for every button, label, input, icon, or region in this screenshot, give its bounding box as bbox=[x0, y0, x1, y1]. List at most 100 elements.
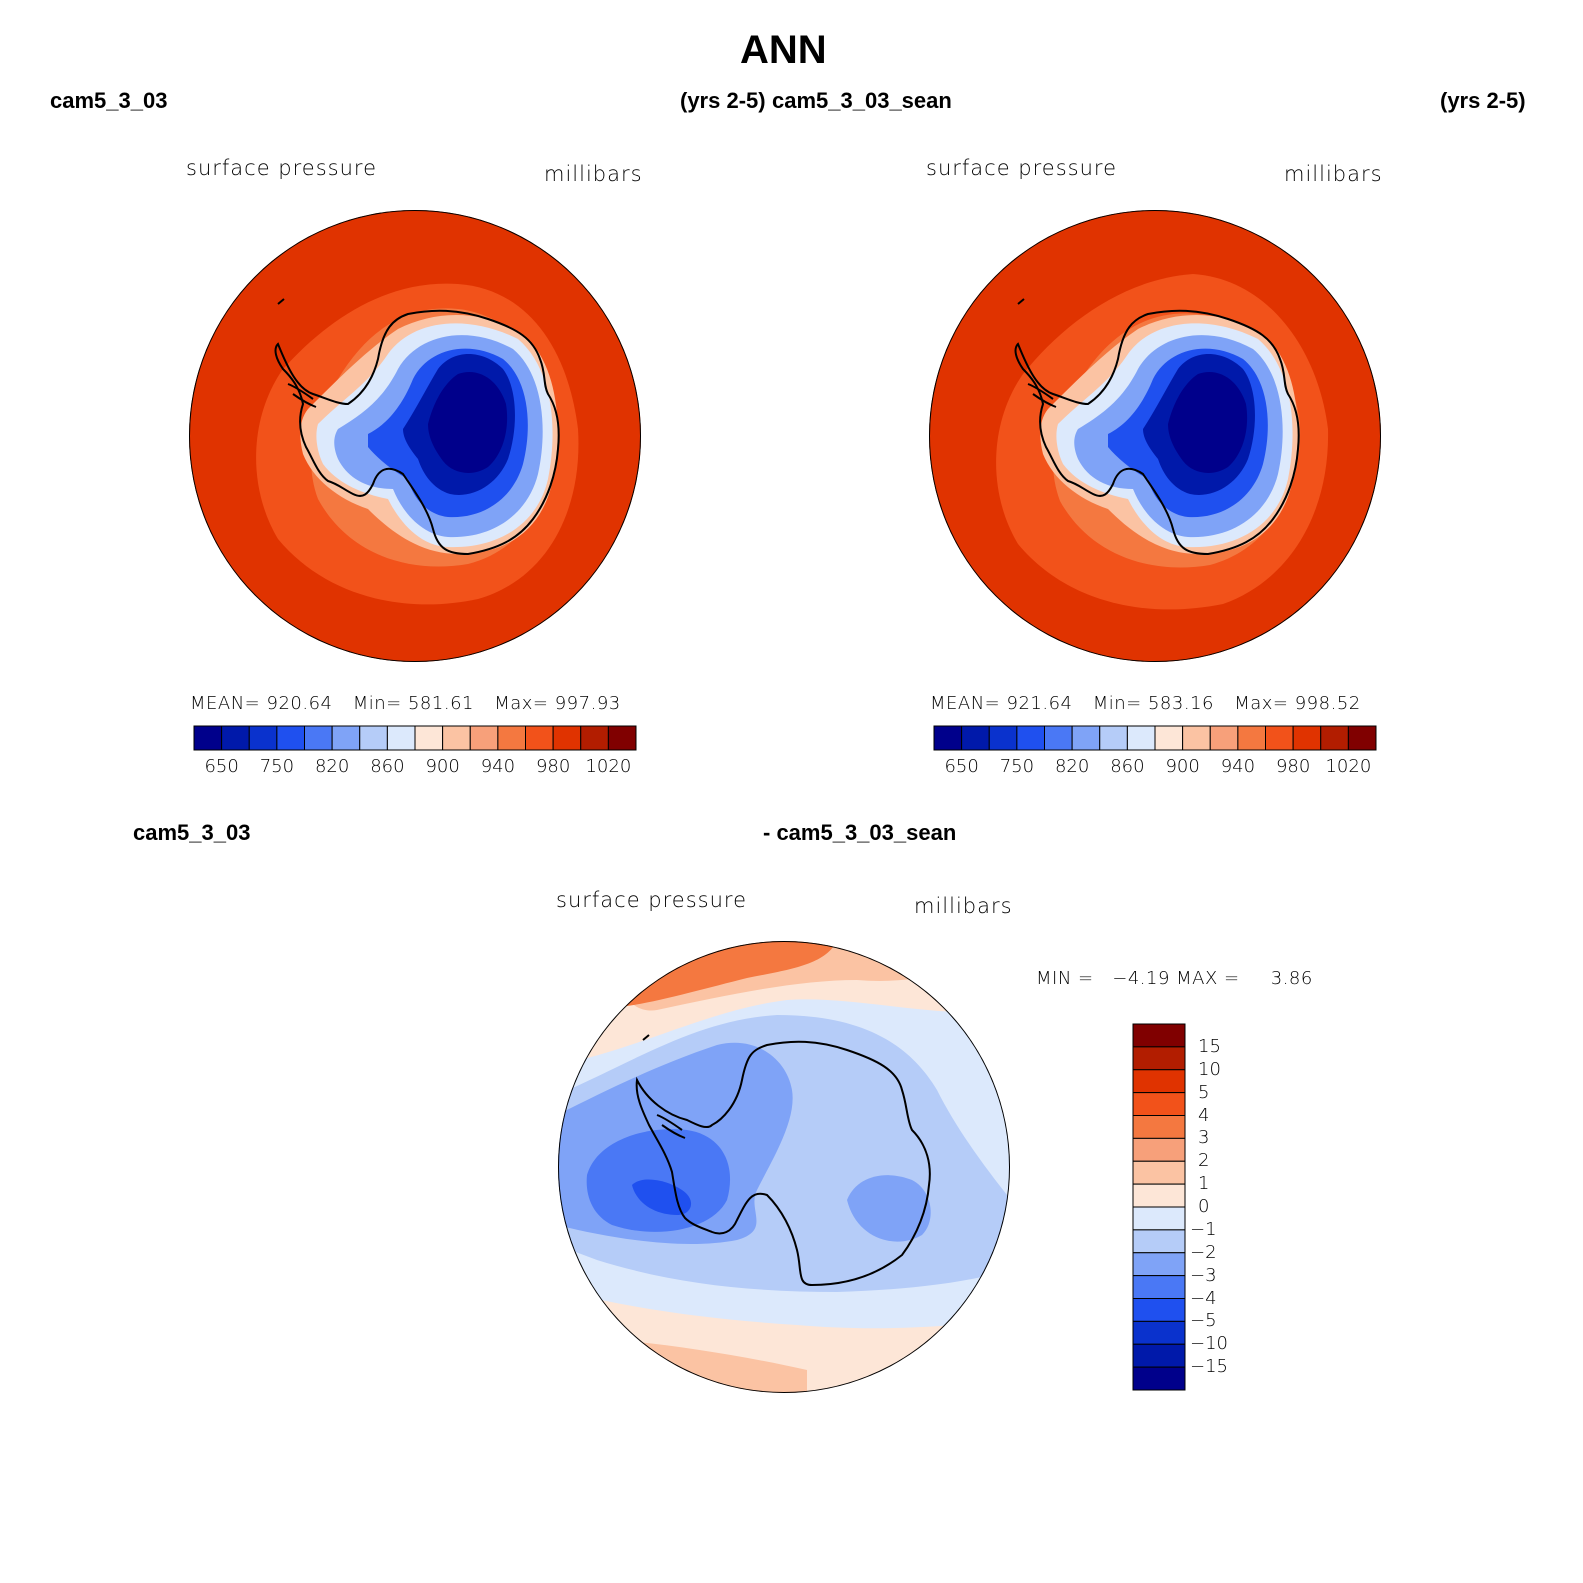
panel2-colorbar-swatch bbox=[933, 725, 963, 751]
diff-colorbar-swatch bbox=[1132, 1069, 1186, 1094]
diff-colorbar-tick-label: 5 bbox=[1198, 1081, 1210, 1103]
diff-colorbar-swatch bbox=[1132, 1229, 1186, 1254]
diff-colorbar-tick-label: −10 bbox=[1190, 1333, 1228, 1355]
panel1-colorbar-ticks: 650 750 820 860 900 940 980 1020 bbox=[194, 756, 636, 778]
diff-colorbar-swatch bbox=[1132, 1092, 1186, 1116]
panel1-colorbar-swatch bbox=[552, 725, 582, 751]
diff-colorbar-tick-label: 10 bbox=[1198, 1058, 1221, 1080]
panel1-colorbar-swatch bbox=[193, 725, 223, 751]
diff-band-neg2-east bbox=[847, 1175, 931, 1242]
diff-colorbar-tick-label: 1 bbox=[1198, 1173, 1210, 1195]
panel2-colorbar-swatch bbox=[1071, 725, 1101, 751]
panel1-colorbar-swatch bbox=[276, 725, 305, 751]
diff-colorbar-swatch bbox=[1132, 1366, 1186, 1391]
panel1-band-min bbox=[428, 372, 508, 473]
diff-colorbar-swatch bbox=[1132, 1252, 1186, 1277]
panel2-colorbar-swatch bbox=[1265, 725, 1294, 751]
panel2-colorbar-ticks: 650 750 820 860 900 940 980 1020 bbox=[934, 756, 1376, 778]
diff-coastline bbox=[635, 1040, 931, 1287]
panel1-min-label: Min= bbox=[352, 693, 402, 714]
panel2-colorbar-tick-label: 750 bbox=[999, 756, 1035, 777]
diff-colorbar-tick-label: −15 bbox=[1190, 1356, 1228, 1378]
panel2-band-min bbox=[1168, 372, 1248, 473]
panel1-colorbar-swatch bbox=[359, 725, 388, 751]
panel2-max-label: Max= bbox=[1234, 693, 1289, 714]
diff-colorbar-tick-label: 2 bbox=[1198, 1150, 1210, 1172]
panel1-mean-label: MEAN= bbox=[190, 693, 261, 714]
panel2-units: millibars bbox=[1284, 162, 1383, 186]
panel1-colorbar-swatch bbox=[442, 725, 471, 751]
panel1-colorbar-swatch bbox=[580, 725, 609, 751]
panel2-colorbar-tick-label: 650 bbox=[944, 756, 979, 777]
panel2-colorbar-swatch bbox=[1126, 725, 1156, 751]
diff-colorbar-swatch bbox=[1132, 1115, 1186, 1139]
panel2-years: (yrs 2-5) bbox=[1440, 88, 1526, 113]
diff-colorbar-swatch bbox=[1132, 1343, 1186, 1368]
diff-colorbar-tick-label: 15 bbox=[1198, 1035, 1221, 1057]
diff-colorbar-swatch bbox=[1132, 1298, 1186, 1322]
panel2-colorbar-swatch bbox=[1347, 725, 1377, 751]
panel2-colorbar-tick-label: 940 bbox=[1220, 756, 1256, 777]
diff-colorbar-swatch bbox=[1132, 1320, 1186, 1345]
panel2-peninsula-detail bbox=[1017, 298, 1057, 408]
panel2-variable: surface pressure bbox=[926, 156, 1117, 180]
panel2-colorbar-swatch bbox=[1099, 725, 1128, 751]
panel2-colorbar-swatch bbox=[1182, 725, 1211, 751]
diff-colorbar-tick-label: 4 bbox=[1198, 1104, 1210, 1126]
diff-band-neg3 bbox=[586, 1129, 731, 1232]
diff-colorbar-swatch bbox=[1132, 1023, 1186, 1048]
panel1-colorbar-swatch bbox=[386, 725, 416, 751]
panel1-colorbar-tick-label: 980 bbox=[535, 756, 571, 777]
panel1-peninsula-detail bbox=[277, 298, 317, 408]
diff-colorbar-swatch bbox=[1132, 1046, 1186, 1071]
panel2-colorbar bbox=[933, 725, 1377, 751]
panel1-units: millibars bbox=[544, 162, 643, 186]
panel2-colorbar-tick-label: 900 bbox=[1165, 756, 1200, 777]
diff-polar-map bbox=[558, 941, 1010, 1393]
diff-colorbar-tick-label: −3 bbox=[1190, 1264, 1217, 1286]
diff-colorbar-tick-label: −4 bbox=[1190, 1287, 1217, 1309]
panel1-colorbar-swatch bbox=[525, 725, 554, 751]
panel1-variable: surface pressure bbox=[186, 156, 377, 180]
diff-case-b: - cam5_3_03_sean bbox=[763, 820, 957, 845]
diff-colorbar-tick-label: −5 bbox=[1190, 1310, 1217, 1332]
panel1-polar-map bbox=[189, 210, 641, 662]
panel2-colorbar-swatch bbox=[1320, 725, 1349, 751]
panel1-colorbar-swatch bbox=[607, 725, 637, 751]
panel2-colorbar-swatch bbox=[961, 725, 990, 751]
panel2-colorbar-tick-label: 860 bbox=[1110, 756, 1145, 777]
panel2-colorbar-tick-label: 1020 bbox=[1325, 756, 1372, 777]
diff-colorbar-swatch bbox=[1132, 1183, 1186, 1208]
panel1-colorbar-tick-label: 900 bbox=[425, 756, 460, 777]
panel2-min-value: 583.16 bbox=[1147, 693, 1214, 714]
panel1-colorbar-tick-label: 940 bbox=[480, 756, 516, 777]
diff-colorbar-tick-label: −2 bbox=[1190, 1241, 1217, 1263]
panel1-stats: MEAN= 920.64 Min= 581.61 Max= 997.93 bbox=[190, 693, 621, 714]
diff-units: millibars bbox=[914, 894, 1013, 918]
diff-colorbar-swatch bbox=[1132, 1137, 1186, 1162]
panel2-stats: MEAN= 921.64 Min= 583.16 Max= 998.52 bbox=[930, 693, 1361, 714]
diff-variable: surface pressure bbox=[556, 888, 747, 912]
diff-minmax: MIN = −4.19 MAX = 3.86 bbox=[1036, 968, 1313, 989]
panel1-years: (yrs 2-5) bbox=[680, 88, 766, 113]
panel2-colorbar-swatch bbox=[1044, 725, 1073, 751]
panel1-colorbar-swatch bbox=[414, 725, 444, 751]
panel2-min-label: Min= bbox=[1092, 693, 1142, 714]
panel1-colorbar-tick-label: 750 bbox=[259, 756, 295, 777]
panel2-colorbar-swatch bbox=[988, 725, 1018, 751]
panel2-colorbar-swatch bbox=[1237, 725, 1266, 751]
diff-colorbar-swatch bbox=[1132, 1275, 1186, 1299]
panel1-mean-value: 920.64 bbox=[266, 693, 333, 714]
diff-case-a: cam5_3_03 bbox=[133, 820, 251, 845]
diff-colorbar-tick-label: 3 bbox=[1198, 1127, 1210, 1149]
panel2-mean-value: 921.64 bbox=[1006, 693, 1073, 714]
diff-colorbar-ticks: 15 10 5 4 3 2 1 0 −1 −2 −3 −4 −5 −10 −15 bbox=[1190, 1024, 1252, 1390]
diff-colorbar-swatch bbox=[1132, 1160, 1186, 1185]
figure-title: ANN bbox=[740, 28, 827, 72]
panel1-colorbar-swatch bbox=[248, 725, 278, 751]
panel2-colorbar-swatch bbox=[1016, 725, 1045, 751]
panel1-max-label: Max= bbox=[494, 693, 549, 714]
diff-colorbar bbox=[1132, 1023, 1186, 1391]
panel1-colorbar-swatch bbox=[331, 725, 361, 751]
panel1-case-name: cam5_3_03 bbox=[50, 88, 168, 113]
